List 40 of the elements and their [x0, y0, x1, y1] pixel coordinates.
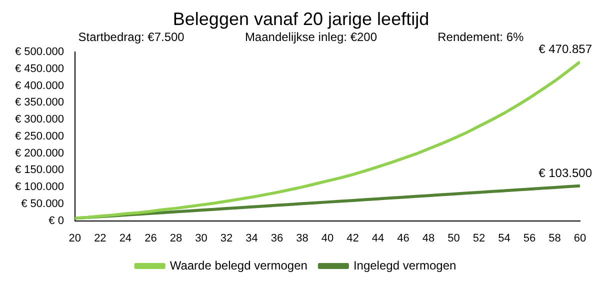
text: Rendement: 6%	[438, 30, 524, 44]
x-tick-label: 24	[119, 232, 132, 244]
x-tick-label: 20	[68, 232, 82, 244]
x-tick-label: 40	[321, 232, 334, 244]
text: Startbedrag: €7.500	[78, 30, 184, 44]
x-tick-label: 48	[422, 232, 435, 244]
x-tick-label: 28	[170, 232, 182, 244]
x-tick-label: 52	[472, 232, 486, 244]
x-tick-label: 34	[246, 232, 258, 244]
x-tick-label: 32	[220, 232, 233, 244]
y-tick-label: € 450.000	[15, 62, 64, 75]
legend-label: Waarde belegd vermogen	[170, 258, 308, 272]
text: Maandelijkse inleg: €200	[244, 30, 378, 44]
y-tick-label: € 200.000	[15, 147, 64, 160]
x-tick-label: 54	[498, 232, 510, 244]
x-tick-label: 22	[94, 232, 106, 244]
x-tick-label: 46	[397, 232, 410, 244]
x-tick-label: 58	[548, 232, 561, 244]
chart-title: Beleggen vanaf 20 jarige leeftijd	[172, 8, 430, 30]
x-tick-label: 42	[346, 232, 359, 244]
y-tick-label: € 150.000	[15, 164, 64, 176]
x-tick-label: 60	[574, 232, 586, 244]
y-tick-label: € 50.000	[21, 198, 64, 210]
y-tick-label: € 300.000	[15, 114, 64, 126]
x-tick-label: 30	[195, 232, 208, 244]
data-label: € 470.857	[538, 42, 592, 56]
legend-label: Ingelegd vermogen	[353, 258, 456, 272]
x-tick-label: 56	[523, 232, 536, 244]
x-tick-label: 50	[448, 232, 460, 244]
y-tick-label: € 0	[48, 214, 64, 227]
y-tick-label: € 400.000	[15, 80, 64, 92]
y-tick-label: € 350.000	[15, 96, 64, 109]
x-tick-label: 38	[296, 232, 308, 244]
y-tick-label: € 500.000	[15, 46, 64, 58]
x-tick-label: 44	[372, 232, 384, 244]
y-tick-label: € 100.000	[15, 181, 64, 194]
x-tick-label: 36	[270, 232, 284, 244]
x-tick-label: 26	[144, 232, 157, 244]
y-tick-label: € 250.000	[15, 130, 64, 142]
data-label: € 103.500	[538, 166, 592, 180]
